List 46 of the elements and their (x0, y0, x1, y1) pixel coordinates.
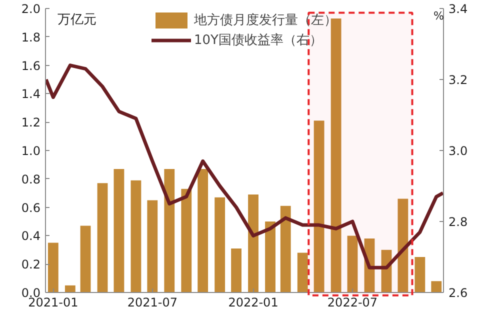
bar (314, 120, 324, 292)
y-tick-label: 1.6 (21, 58, 41, 73)
bar (130, 180, 142, 292)
bar (231, 248, 242, 292)
y-tick-label: 0.2 (21, 258, 41, 272)
bar (297, 252, 308, 292)
bar (147, 200, 158, 292)
bar (97, 183, 108, 292)
y-axis-title: 万亿元 (58, 12, 96, 28)
y2-axis-title: % (434, 10, 444, 22)
line-series (46, 64, 444, 270)
y2-tick-label: 3.0 (448, 144, 468, 158)
bar (164, 168, 175, 292)
legend-label: 地方债月度发行量（左） (194, 12, 337, 29)
bar (265, 222, 276, 292)
legend-label: 10Y国债收益率（右） (194, 32, 322, 49)
y-tick-label: 0.8 (21, 172, 41, 186)
bar (181, 188, 192, 292)
bar (280, 206, 291, 292)
bar (48, 242, 58, 292)
bar (398, 198, 408, 292)
y-tick-label: 1.0 (21, 144, 41, 158)
bar (347, 236, 358, 292)
y2-tick-label: 3.2 (448, 73, 468, 87)
bar (431, 281, 442, 292)
bar (330, 18, 342, 292)
x-tick-label: 2022-01 (228, 296, 278, 310)
x-tick-label: 2021-01 (28, 296, 78, 310)
y2-tick-label: 2.6 (448, 286, 468, 300)
bar (214, 197, 226, 292)
bar (80, 226, 91, 292)
y-tick-label: 2.0 (21, 2, 41, 16)
y-tick-label: 1.2 (21, 116, 41, 130)
y-tick-label: 0.6 (21, 200, 41, 215)
y-tick-label: 1.8 (21, 30, 41, 44)
y-tick-label: 1.4 (21, 87, 41, 102)
x-tick-label: 2022-07 (327, 296, 378, 310)
bar (64, 285, 76, 292)
y2-tick-label: 2.8 (448, 215, 468, 229)
y-tick-label: 0.4 (21, 229, 41, 244)
bar (114, 168, 124, 292)
bar (248, 194, 258, 292)
bar (198, 168, 208, 292)
y2-tick-label: 3.4 (448, 2, 468, 16)
bar (414, 257, 426, 292)
x-tick-label: 2021-07 (127, 296, 178, 310)
